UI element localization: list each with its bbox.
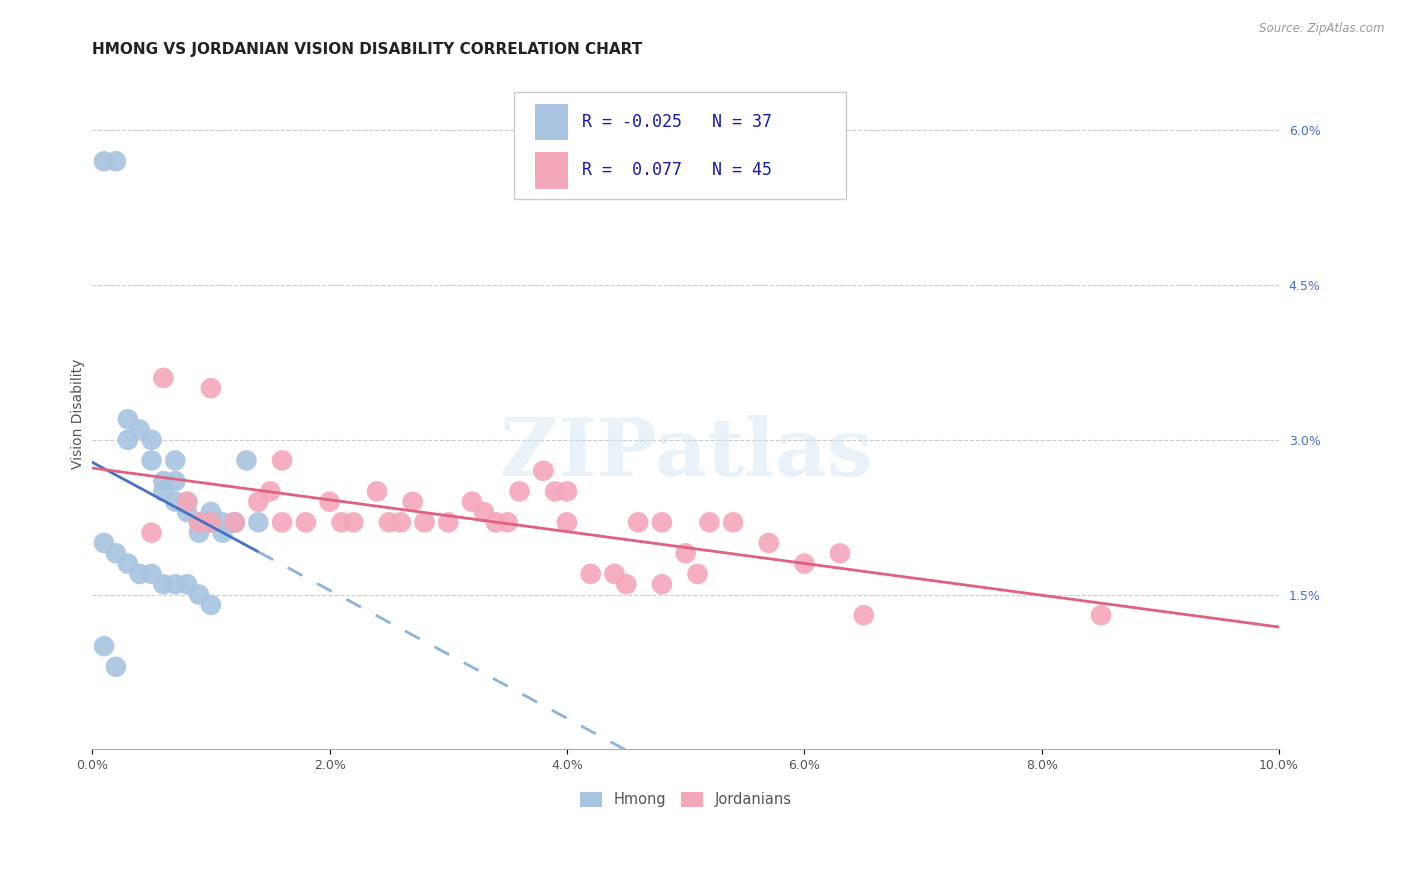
Point (378, 516, 401, 530)
Text: Source: ZipAtlas.com: Source: ZipAtlas.com (1260, 22, 1385, 36)
Point (93, 154, 115, 169)
Point (188, 516, 211, 530)
Point (141, 566, 163, 581)
Text: ZIPatlas: ZIPatlas (499, 416, 872, 493)
Point (555, 484, 578, 499)
Point (235, 453, 257, 467)
Point (152, 577, 174, 591)
Point (176, 577, 198, 591)
Point (141, 525, 163, 540)
Point (152, 484, 174, 499)
Point (699, 516, 721, 530)
Point (104, 660, 127, 674)
Point (200, 516, 222, 530)
Point (686, 566, 709, 581)
Point (200, 381, 222, 395)
FancyBboxPatch shape (513, 92, 846, 200)
Point (758, 536, 780, 550)
Point (437, 516, 460, 530)
Point (200, 516, 222, 530)
Point (188, 588, 211, 602)
Point (224, 516, 246, 530)
Point (579, 566, 602, 581)
Point (401, 494, 423, 508)
Point (271, 516, 294, 530)
Point (295, 516, 318, 530)
Point (603, 566, 626, 581)
Point (188, 525, 211, 540)
Point (342, 516, 364, 530)
Point (1090, 608, 1112, 623)
Point (472, 505, 495, 519)
Point (211, 525, 233, 540)
Point (389, 516, 412, 530)
Legend: Hmong, Jordanians: Hmong, Jordanians (574, 786, 797, 813)
Point (165, 577, 187, 591)
Point (176, 505, 198, 519)
Text: HMONG VS JORDANIAN VISION DISABILITY CORRELATION CHART: HMONG VS JORDANIAN VISION DISABILITY COR… (93, 42, 643, 57)
Point (793, 557, 815, 571)
Point (721, 516, 744, 530)
Point (614, 577, 637, 591)
Y-axis label: Vision Disability: Vision Disability (72, 359, 86, 469)
Point (413, 516, 436, 530)
Text: R =  0.077   N = 45: R = 0.077 N = 45 (582, 161, 772, 179)
Point (544, 484, 567, 499)
Point (117, 412, 139, 426)
Bar (534, 152, 568, 189)
Point (651, 577, 673, 591)
Point (200, 598, 222, 612)
Point (128, 423, 150, 437)
Point (165, 474, 187, 488)
Point (117, 433, 139, 447)
Point (531, 464, 554, 478)
Point (165, 453, 187, 467)
Point (508, 484, 530, 499)
Point (93, 536, 115, 550)
Point (318, 494, 340, 508)
Point (366, 484, 388, 499)
Point (152, 474, 174, 488)
Point (93, 639, 115, 653)
Point (852, 608, 875, 623)
Point (247, 516, 270, 530)
Point (271, 453, 294, 467)
Text: R = -0.025   N = 37: R = -0.025 N = 37 (582, 113, 772, 131)
Point (330, 516, 353, 530)
Point (675, 546, 697, 560)
Point (461, 494, 484, 508)
Point (259, 484, 281, 499)
Point (828, 546, 851, 560)
Point (200, 516, 222, 530)
Bar (534, 103, 568, 140)
Point (224, 516, 246, 530)
Point (176, 494, 198, 508)
Point (117, 557, 139, 571)
Point (104, 154, 127, 169)
Point (104, 546, 127, 560)
Point (141, 453, 163, 467)
Point (200, 505, 222, 519)
Point (224, 516, 246, 530)
Point (485, 516, 508, 530)
Point (176, 494, 198, 508)
Point (496, 516, 519, 530)
Point (627, 516, 650, 530)
Point (128, 566, 150, 581)
Point (165, 494, 187, 508)
Point (247, 494, 270, 508)
Point (651, 516, 673, 530)
Point (211, 516, 233, 530)
Point (555, 516, 578, 530)
Point (152, 371, 174, 385)
Point (141, 433, 163, 447)
Point (188, 516, 211, 530)
